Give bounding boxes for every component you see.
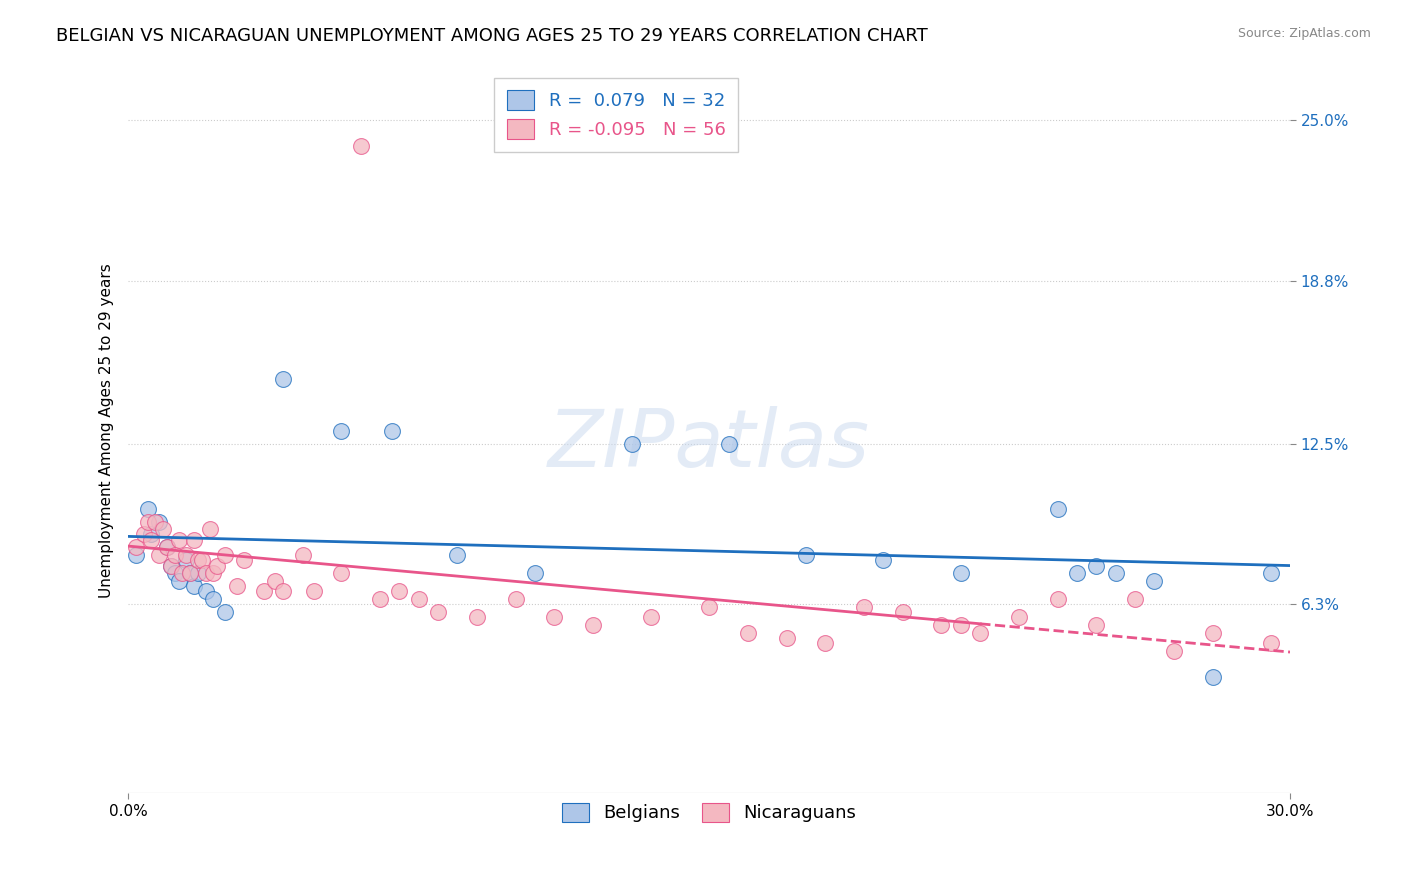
Point bbox=[214, 605, 236, 619]
Point bbox=[446, 548, 468, 562]
Point bbox=[1105, 566, 1128, 581]
Point bbox=[1085, 558, 1108, 573]
Point bbox=[1066, 566, 1088, 581]
Point bbox=[179, 566, 201, 581]
Point bbox=[176, 553, 198, 567]
Point bbox=[408, 592, 430, 607]
Point bbox=[381, 424, 404, 438]
Point bbox=[176, 548, 198, 562]
Point bbox=[183, 579, 205, 593]
Point bbox=[291, 548, 314, 562]
Point bbox=[949, 618, 972, 632]
Point bbox=[872, 553, 894, 567]
Point bbox=[198, 522, 221, 536]
Point bbox=[187, 566, 209, 581]
Point bbox=[737, 625, 759, 640]
Point bbox=[253, 584, 276, 599]
Text: Source: ZipAtlas.com: Source: ZipAtlas.com bbox=[1237, 27, 1371, 40]
Point bbox=[1260, 636, 1282, 650]
Point bbox=[156, 541, 179, 555]
Point bbox=[233, 553, 256, 567]
Point bbox=[163, 566, 186, 581]
Point bbox=[717, 437, 740, 451]
Point bbox=[167, 533, 190, 547]
Point bbox=[543, 610, 565, 624]
Point bbox=[302, 584, 325, 599]
Text: ZIPatlas: ZIPatlas bbox=[548, 407, 870, 484]
Point bbox=[931, 618, 953, 632]
Point bbox=[141, 533, 163, 547]
Text: BELGIAN VS NICARAGUAN UNEMPLOYMENT AMONG AGES 25 TO 29 YEARS CORRELATION CHART: BELGIAN VS NICARAGUAN UNEMPLOYMENT AMONG… bbox=[56, 27, 928, 45]
Point bbox=[1201, 625, 1223, 640]
Point bbox=[330, 424, 353, 438]
Point bbox=[620, 437, 643, 451]
Point bbox=[853, 599, 876, 614]
Point bbox=[1008, 610, 1031, 624]
Point bbox=[505, 592, 527, 607]
Point bbox=[183, 533, 205, 547]
Point bbox=[143, 515, 166, 529]
Point bbox=[160, 558, 183, 573]
Point bbox=[202, 566, 225, 581]
Point bbox=[214, 548, 236, 562]
Point bbox=[152, 522, 174, 536]
Point bbox=[271, 372, 294, 386]
Point bbox=[136, 515, 159, 529]
Point bbox=[141, 527, 163, 541]
Point bbox=[163, 548, 186, 562]
Point bbox=[330, 566, 353, 581]
Point bbox=[271, 584, 294, 599]
Point bbox=[125, 548, 148, 562]
Point bbox=[167, 574, 190, 588]
Point bbox=[207, 558, 229, 573]
Point bbox=[1143, 574, 1166, 588]
Point bbox=[523, 566, 546, 581]
Point bbox=[202, 592, 225, 607]
Point bbox=[891, 605, 914, 619]
Point bbox=[697, 599, 720, 614]
Point bbox=[148, 515, 170, 529]
Point bbox=[187, 553, 209, 567]
Point bbox=[949, 566, 972, 581]
Point bbox=[427, 605, 450, 619]
Point bbox=[225, 579, 247, 593]
Point bbox=[814, 636, 837, 650]
Point bbox=[582, 618, 605, 632]
Legend: Belgians, Nicaraguans: Belgians, Nicaraguans bbox=[550, 790, 869, 835]
Point bbox=[794, 548, 817, 562]
Point bbox=[465, 610, 488, 624]
Point bbox=[160, 558, 183, 573]
Point bbox=[148, 548, 170, 562]
Point bbox=[179, 566, 201, 581]
Point bbox=[349, 139, 371, 153]
Point bbox=[1085, 618, 1108, 632]
Point bbox=[775, 631, 797, 645]
Point bbox=[191, 553, 214, 567]
Point bbox=[125, 541, 148, 555]
Point bbox=[172, 566, 194, 581]
Point bbox=[640, 610, 662, 624]
Point bbox=[1163, 644, 1185, 658]
Point bbox=[388, 584, 411, 599]
Point bbox=[1260, 566, 1282, 581]
Point bbox=[136, 501, 159, 516]
Point bbox=[194, 566, 217, 581]
Point bbox=[132, 527, 155, 541]
Point bbox=[368, 592, 391, 607]
Point bbox=[194, 584, 217, 599]
Point bbox=[264, 574, 287, 588]
Point bbox=[1123, 592, 1146, 607]
Point bbox=[1046, 592, 1069, 607]
Point bbox=[156, 541, 179, 555]
Point bbox=[1046, 501, 1069, 516]
Point bbox=[969, 625, 991, 640]
Point bbox=[1201, 670, 1223, 684]
Y-axis label: Unemployment Among Ages 25 to 29 years: Unemployment Among Ages 25 to 29 years bbox=[100, 263, 114, 599]
